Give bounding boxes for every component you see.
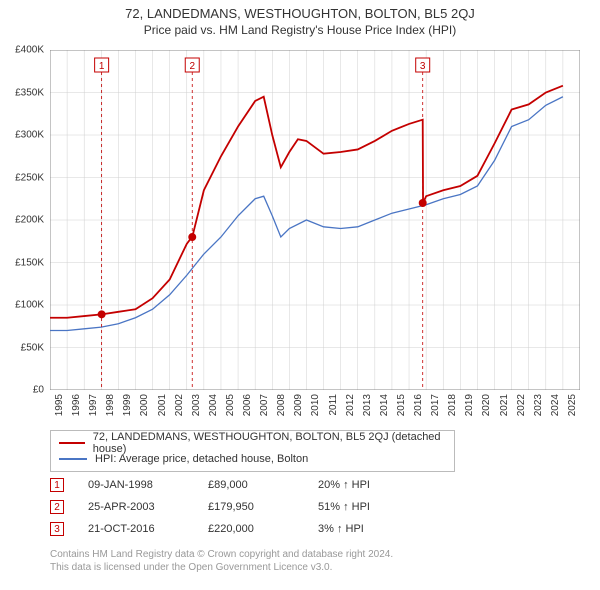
- x-tick-label: 1999: [122, 394, 133, 416]
- legend-swatch: [59, 458, 87, 460]
- x-tick-label: 2009: [293, 394, 304, 416]
- transaction-date: 09-JAN-1998: [88, 479, 208, 491]
- transaction-date: 25-APR-2003: [88, 501, 208, 513]
- chart-title: 72, LANDEDMANS, WESTHOUGHTON, BOLTON, BL…: [0, 6, 600, 21]
- y-tick-label: £200K: [15, 215, 44, 226]
- x-tick-label: 2025: [567, 394, 578, 416]
- legend-item: 72, LANDEDMANS, WESTHOUGHTON, BOLTON, BL…: [59, 435, 446, 451]
- x-tick-label: 2004: [208, 394, 219, 416]
- transaction-marker: 1: [50, 478, 64, 492]
- transaction-pct: 51% ↑ HPI: [318, 501, 438, 513]
- transaction-date: 21-OCT-2016: [88, 523, 208, 535]
- transaction-row: 3 21-OCT-2016£220,0003% ↑ HPI: [50, 518, 580, 540]
- svg-text:3: 3: [420, 61, 426, 72]
- transaction-price: £220,000: [208, 523, 318, 535]
- chart-container: 72, LANDEDMANS, WESTHOUGHTON, BOLTON, BL…: [0, 0, 600, 590]
- x-tick-label: 2015: [396, 394, 407, 416]
- legend-label: HPI: Average price, detached house, Bolt…: [95, 453, 308, 465]
- chart-svg: 1 2 3: [50, 50, 580, 390]
- transaction-table: 1 09-JAN-1998£89,00020% ↑ HPI 2 25-APR-2003…: [50, 474, 580, 540]
- x-tick-label: 2020: [481, 394, 492, 416]
- footer: Contains HM Land Registry data © Crown c…: [50, 548, 580, 574]
- x-tick-label: 1996: [71, 394, 82, 416]
- x-tick-label: 2024: [550, 394, 561, 416]
- x-axis: 1995 1996 1997 1998 1999 2000 2001 2002 2003 2004…: [50, 392, 580, 432]
- transaction-marker: 2: [50, 500, 64, 514]
- transaction-row: 2 25-APR-2003£179,95051% ↑ HPI: [50, 496, 580, 518]
- y-axis: £0£50K£100K£150K£200K£250K£300K£350K£400…: [0, 50, 48, 390]
- x-tick-label: 2013: [362, 394, 373, 416]
- x-tick-label: 2003: [191, 394, 202, 416]
- x-tick-label: 2023: [533, 394, 544, 416]
- x-tick-label: 2008: [276, 394, 287, 416]
- x-tick-label: 2022: [516, 394, 527, 416]
- transaction-price: £179,950: [208, 501, 318, 513]
- chart-area: 1 2 3: [50, 50, 580, 390]
- title-block: 72, LANDEDMANS, WESTHOUGHTON, BOLTON, BL…: [0, 0, 600, 39]
- transaction-price: £89,000: [208, 479, 318, 491]
- x-tick-label: 2002: [174, 394, 185, 416]
- x-tick-label: 2016: [413, 394, 424, 416]
- x-tick-label: 1995: [54, 394, 65, 416]
- x-tick-label: 2014: [379, 394, 390, 416]
- y-tick-label: £50K: [21, 342, 44, 353]
- y-tick-label: £100K: [15, 300, 44, 311]
- x-tick-label: 2012: [345, 394, 356, 416]
- footer-line-2: This data is licensed under the Open Gov…: [50, 561, 580, 574]
- x-tick-label: 2005: [225, 394, 236, 416]
- svg-text:1: 1: [99, 61, 105, 72]
- legend-label: 72, LANDEDMANS, WESTHOUGHTON, BOLTON, BL…: [93, 431, 446, 455]
- transaction-pct: 20% ↑ HPI: [318, 479, 438, 491]
- x-tick-label: 2006: [242, 394, 253, 416]
- y-tick-label: £400K: [15, 45, 44, 56]
- y-tick-label: £0: [33, 385, 44, 396]
- x-tick-label: 2000: [139, 394, 150, 416]
- x-tick-label: 2017: [430, 394, 441, 416]
- footer-line-1: Contains HM Land Registry data © Crown c…: [50, 548, 580, 561]
- svg-text:2: 2: [189, 61, 195, 72]
- x-tick-label: 2001: [157, 394, 168, 416]
- transaction-row: 1 09-JAN-1998£89,00020% ↑ HPI: [50, 474, 580, 496]
- x-tick-label: 2007: [259, 394, 270, 416]
- x-tick-label: 2011: [328, 394, 339, 416]
- chart-subtitle: Price paid vs. HM Land Registry's House …: [0, 23, 600, 37]
- x-tick-label: 1998: [105, 394, 116, 416]
- y-tick-label: £300K: [15, 130, 44, 141]
- legend: 72, LANDEDMANS, WESTHOUGHTON, BOLTON, BL…: [50, 430, 455, 472]
- x-tick-label: 2021: [499, 394, 510, 416]
- transaction-marker: 3: [50, 522, 64, 536]
- x-tick-label: 2018: [447, 394, 458, 416]
- y-tick-label: £250K: [15, 172, 44, 183]
- legend-swatch: [59, 442, 85, 444]
- y-tick-label: £150K: [15, 257, 44, 268]
- x-tick-label: 2019: [464, 394, 475, 416]
- x-tick-label: 1997: [88, 394, 99, 416]
- transaction-pct: 3% ↑ HPI: [318, 523, 438, 535]
- x-tick-label: 2010: [310, 394, 321, 416]
- y-tick-label: £350K: [15, 87, 44, 98]
